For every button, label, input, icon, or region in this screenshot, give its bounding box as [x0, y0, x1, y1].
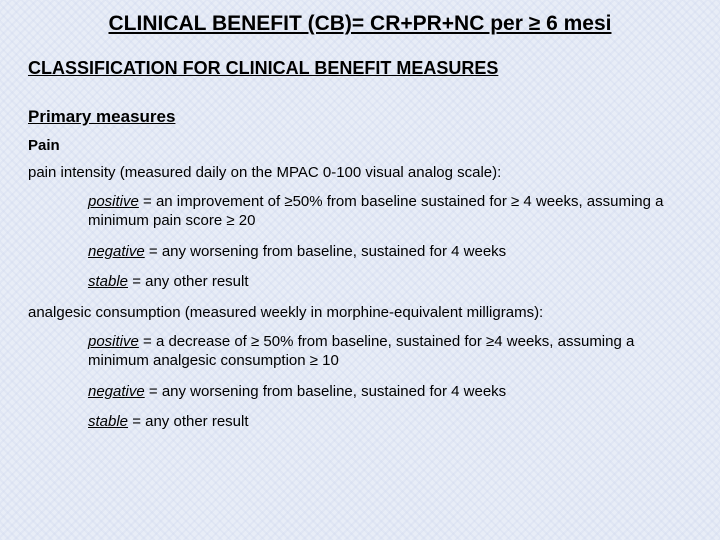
- positive-label: positive: [88, 193, 139, 210]
- analgesic-positive-criterion: positive = a decrease of ≥ 50% from base…: [88, 333, 672, 371]
- pain-intensity-description: pain intensity (measured daily on the MP…: [28, 164, 692, 181]
- negative-label: negative: [88, 383, 145, 400]
- negative-text: = any worsening from baseline, sustained…: [145, 383, 506, 400]
- positive-label: positive: [88, 333, 139, 350]
- pain-stable-criterion: stable = any other result: [88, 273, 672, 292]
- primary-measures-heading: Primary measures: [28, 107, 692, 127]
- slide-content: CLINICAL BENEFIT (CB)= CR+PR+NC per ≥ 6 …: [0, 0, 720, 454]
- classification-heading: CLASSIFICATION FOR CLINICAL BENEFIT MEAS…: [28, 58, 692, 79]
- analgesic-stable-criterion: stable = any other result: [88, 413, 672, 432]
- stable-text: = any other result: [128, 413, 248, 430]
- pain-label: Pain: [28, 137, 692, 154]
- positive-text: = a decrease of ≥ 50% from baseline, sus…: [88, 333, 634, 369]
- pain-negative-criterion: negative = any worsening from baseline, …: [88, 243, 672, 262]
- stable-label: stable: [88, 413, 128, 430]
- positive-text: = an improvement of ≥50% from baseline s…: [88, 193, 664, 229]
- analgesic-negative-criterion: negative = any worsening from baseline, …: [88, 383, 672, 402]
- negative-label: negative: [88, 243, 145, 260]
- negative-text: = any worsening from baseline, sustained…: [145, 243, 506, 260]
- slide-title: CLINICAL BENEFIT (CB)= CR+PR+NC per ≥ 6 …: [28, 12, 692, 36]
- analgesic-description: analgesic consumption (measured weekly i…: [28, 304, 692, 321]
- stable-text: = any other result: [128, 273, 248, 290]
- pain-positive-criterion: positive = an improvement of ≥50% from b…: [88, 193, 672, 231]
- stable-label: stable: [88, 273, 128, 290]
